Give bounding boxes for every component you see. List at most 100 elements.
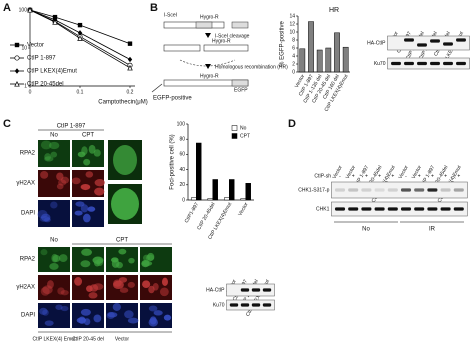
blot-frame xyxy=(387,57,470,70)
band xyxy=(404,61,414,66)
band xyxy=(240,303,250,307)
diagram-label: EGFP xyxy=(234,87,248,93)
arc xyxy=(179,59,236,67)
row-label: Ku70 xyxy=(374,61,386,67)
legend-label: CtIP LKEX(4)Emut xyxy=(27,69,77,75)
nucleus xyxy=(163,314,172,321)
y-tick-label: 0 xyxy=(182,197,185,203)
legend-swatch xyxy=(231,133,238,139)
blot-frame xyxy=(387,35,470,51)
nucleus xyxy=(56,183,64,190)
bar xyxy=(299,48,306,73)
bar xyxy=(207,198,214,201)
shrna-sign: + xyxy=(378,173,381,179)
row-label: γH2AX xyxy=(16,285,35,291)
nucleus xyxy=(141,260,153,266)
column-header: No xyxy=(50,133,58,139)
row-label: RPA2 xyxy=(20,257,36,263)
nucleus xyxy=(40,171,49,179)
band xyxy=(427,207,438,211)
legend-label: CPT xyxy=(240,133,250,139)
row-label: CHK1 xyxy=(316,206,330,212)
nucleus xyxy=(147,252,155,261)
gene-box xyxy=(231,79,249,87)
arrow xyxy=(205,64,211,69)
construct xyxy=(163,21,225,29)
column-header: No xyxy=(50,238,58,244)
x-tick-label: 0 xyxy=(29,89,32,95)
nucleus xyxy=(94,187,105,196)
band xyxy=(440,207,451,211)
bar xyxy=(224,197,230,201)
hr-diagram: I-SceI Hygro-R I-SceI cleavage Hygro-R H… xyxy=(151,12,288,102)
y-tick-label: 40 xyxy=(179,167,185,173)
band xyxy=(348,188,359,192)
blot-frame xyxy=(226,299,275,311)
nucleus xyxy=(51,253,58,263)
band xyxy=(414,188,425,192)
series-line xyxy=(29,9,131,69)
marker xyxy=(127,64,133,71)
lane-label: Vector xyxy=(332,164,344,180)
marker xyxy=(52,14,58,20)
nucleus xyxy=(76,317,87,324)
legend-marker xyxy=(14,68,20,74)
band xyxy=(229,303,239,307)
nucleus xyxy=(93,314,102,323)
band xyxy=(400,207,412,211)
marker xyxy=(77,30,83,36)
arrow xyxy=(151,83,163,93)
nucleus xyxy=(93,149,101,157)
blot-frame xyxy=(226,283,275,297)
micrograph xyxy=(38,303,70,328)
x-axis-label: Camptothecin(μM) xyxy=(98,100,147,106)
bar xyxy=(240,198,247,201)
nucleus xyxy=(44,156,54,162)
nucleus xyxy=(127,317,139,324)
y-tick-label: 20 xyxy=(179,182,185,188)
y-tick-label: 0 xyxy=(292,69,295,75)
shrna-sign: + xyxy=(457,173,460,179)
nucleus xyxy=(94,178,105,187)
nucleus xyxy=(128,257,135,264)
band xyxy=(251,288,261,292)
gene-box xyxy=(231,21,249,29)
band xyxy=(262,288,272,292)
column-header: CtIP 1-897 xyxy=(57,124,86,130)
y-tick-label: 2 xyxy=(292,61,295,67)
panel-letter: B xyxy=(150,2,158,14)
column-footer: Vector xyxy=(115,336,130,342)
nucleus xyxy=(71,177,81,185)
nucleus xyxy=(87,206,96,212)
band xyxy=(400,188,412,192)
blot-frame xyxy=(331,181,468,199)
band xyxy=(387,207,398,211)
row-label: HA-CtIP xyxy=(206,287,225,293)
nucleus xyxy=(49,262,59,270)
nucleus xyxy=(58,179,67,186)
nucleus xyxy=(40,213,51,222)
band xyxy=(453,207,464,211)
nucleus xyxy=(40,286,50,296)
band xyxy=(404,38,414,42)
nucleus xyxy=(88,144,96,154)
band xyxy=(430,61,440,66)
nucleus xyxy=(148,285,155,294)
x-tick-label: CtIP1-897 xyxy=(184,201,201,224)
construct xyxy=(163,44,201,52)
micrograph xyxy=(38,140,70,167)
bar xyxy=(229,179,235,201)
y-tick-label: 8 xyxy=(292,37,295,43)
legend-label: CtIP 1-897 xyxy=(27,56,56,62)
nucleus xyxy=(96,258,104,267)
gene-box xyxy=(195,21,213,29)
bar xyxy=(191,197,197,201)
micrograph xyxy=(38,200,70,227)
row-label: HA-CtIP xyxy=(367,40,386,46)
construct xyxy=(203,44,249,52)
legend-label: CtIP 20-45del xyxy=(27,82,64,88)
diagram-label: EGFP-positive xyxy=(153,96,192,102)
nucleus xyxy=(159,287,169,297)
nucleus xyxy=(42,309,49,316)
nucleus xyxy=(112,303,121,311)
